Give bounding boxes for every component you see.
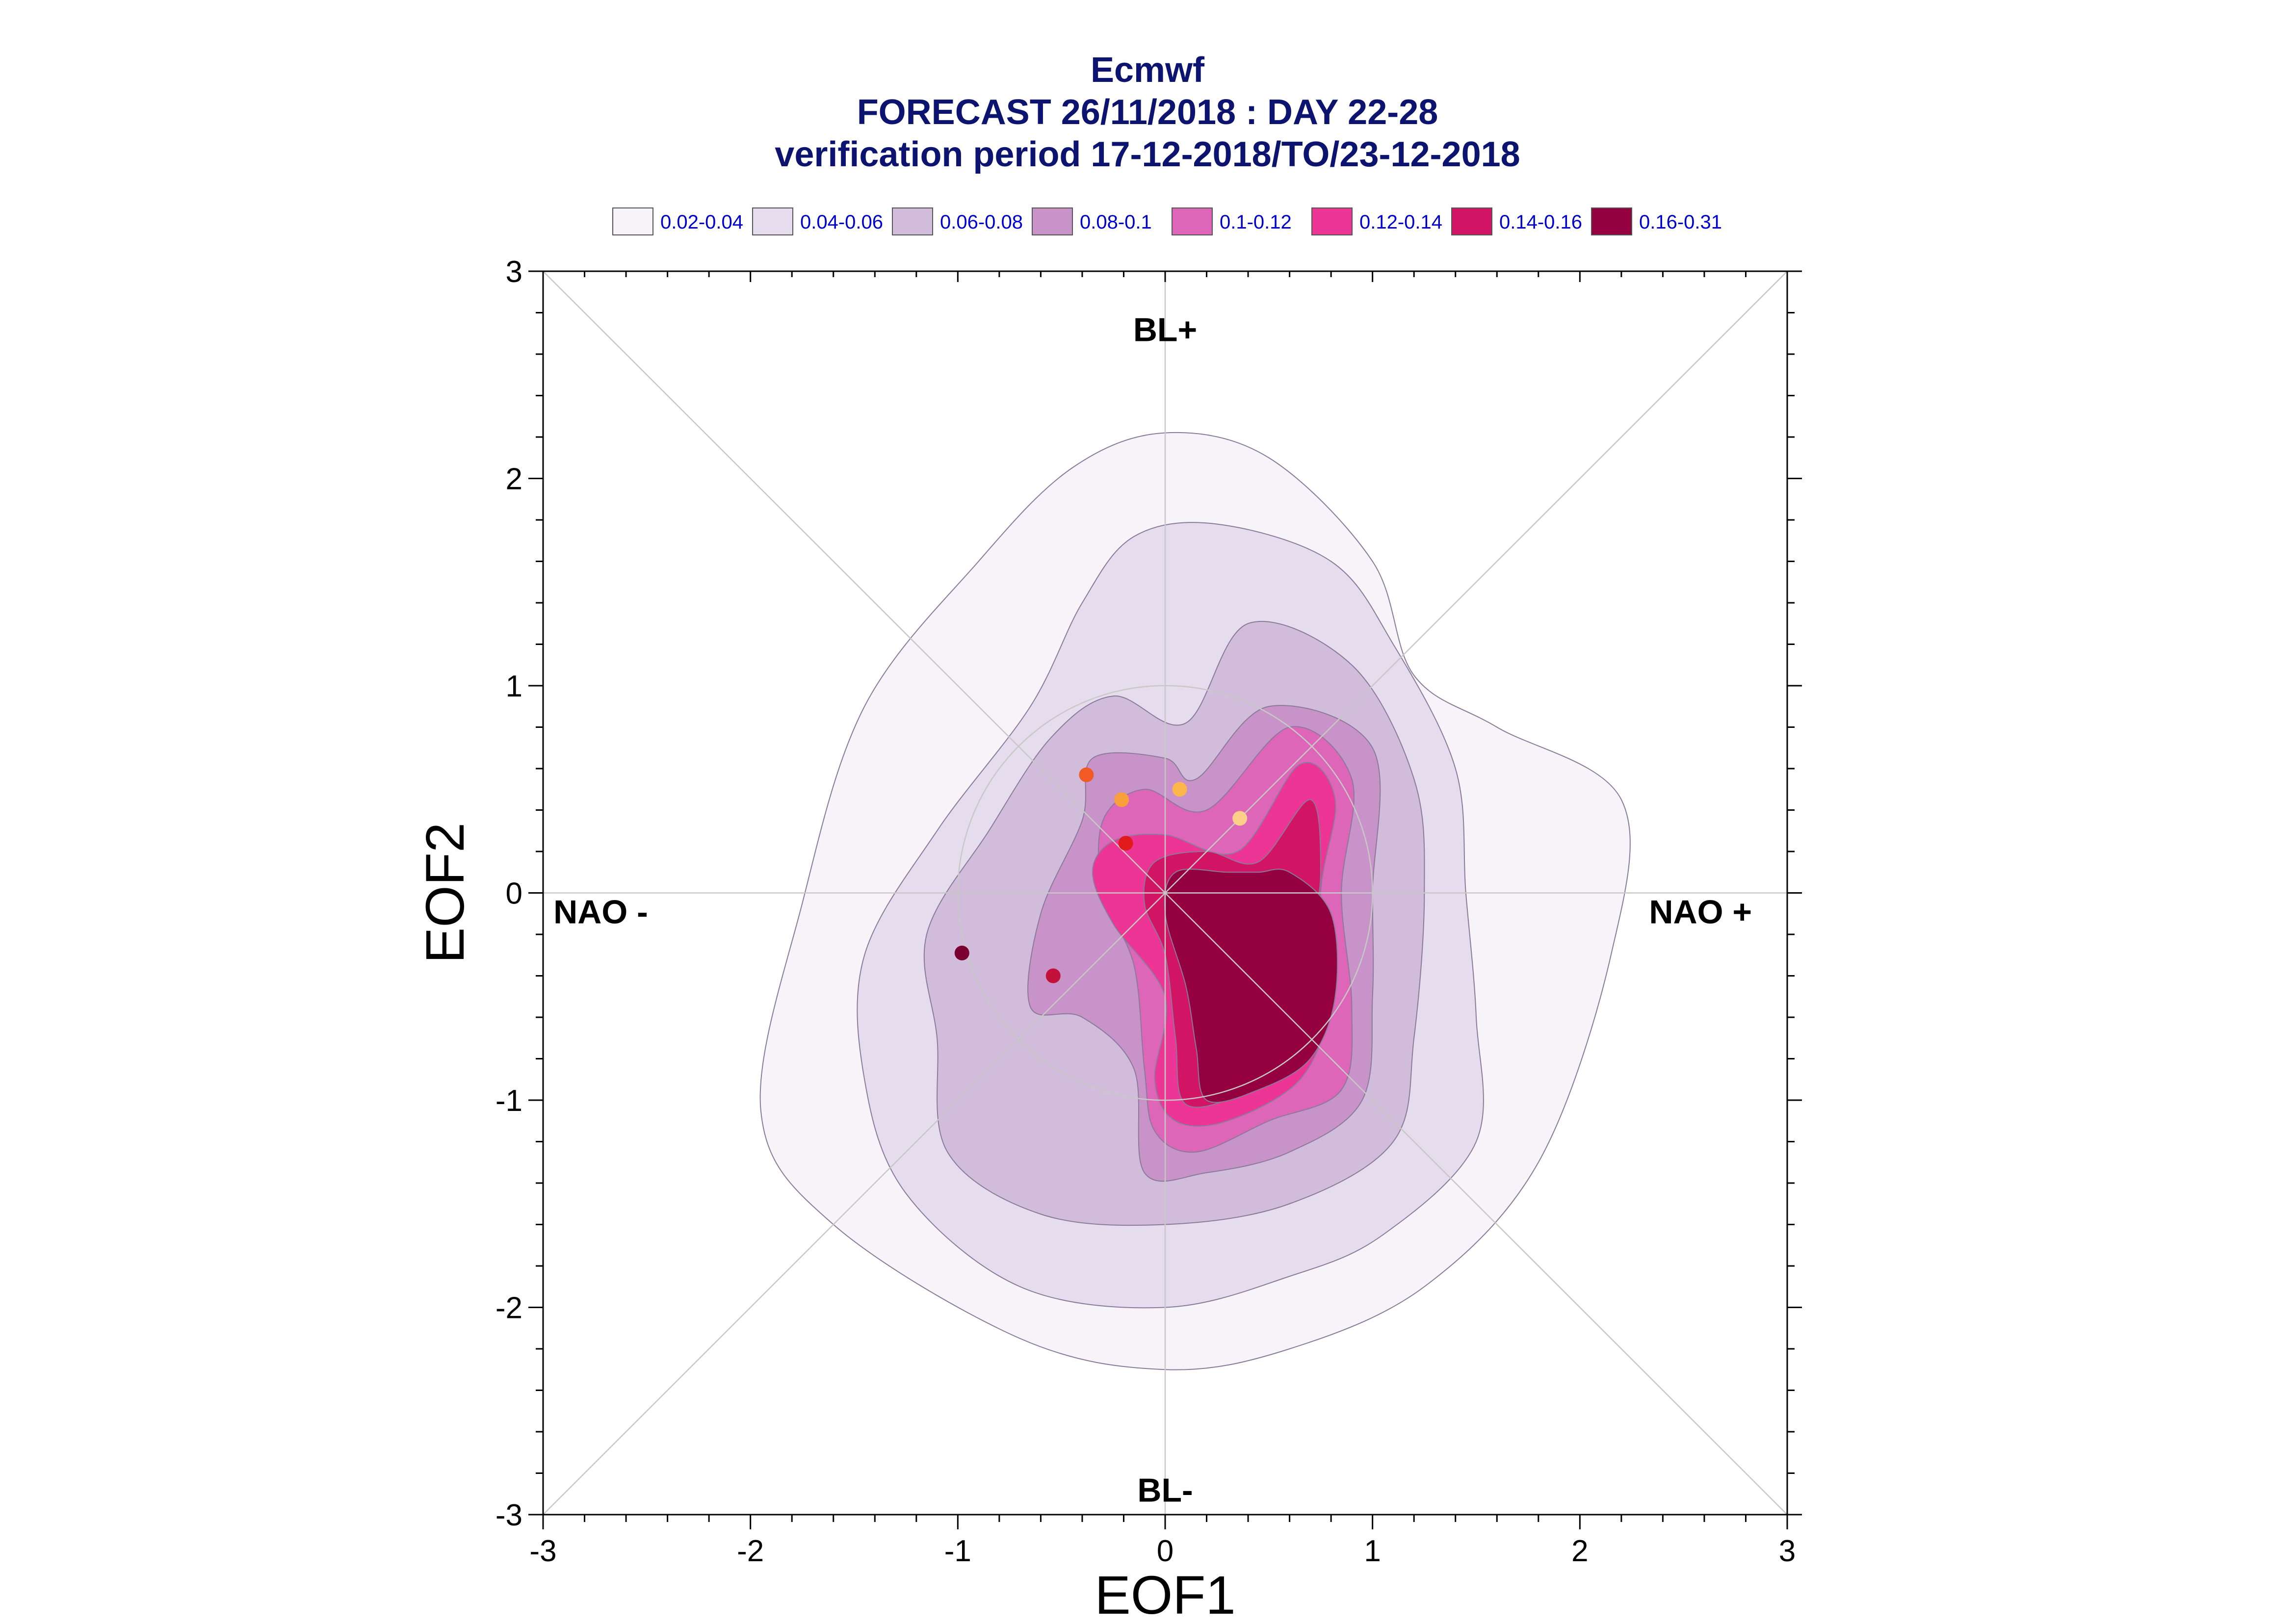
- regime-label-nao-plus: NAO +: [1649, 894, 1752, 931]
- legend-label: 0.06-0.08: [940, 211, 1023, 233]
- title-line-3: verification period 17-12-2018/TO/23-12-…: [775, 135, 1520, 174]
- title-line-1: Ecmwf: [1090, 51, 1205, 90]
- legend-swatch: [1591, 207, 1632, 235]
- legend-swatch: [1032, 207, 1073, 235]
- x-axis-label: EOF1: [1095, 1565, 1235, 1624]
- y-tick-label: 1: [506, 670, 522, 703]
- y-tick-label: -2: [496, 1291, 522, 1325]
- data-point: [1118, 836, 1133, 851]
- legend-swatch: [1451, 207, 1492, 235]
- data-point: [1045, 968, 1061, 983]
- data-point: [1172, 782, 1187, 797]
- legend-swatch: [892, 207, 933, 235]
- legend-label: 0.1-0.12: [1220, 211, 1292, 233]
- legend-swatch: [612, 207, 653, 235]
- y-tick-label: -3: [496, 1498, 522, 1532]
- legend-swatch: [752, 207, 793, 235]
- x-tick-label: 3: [1779, 1534, 1796, 1568]
- y-tick-label: 2: [506, 463, 522, 496]
- x-tick-label: -1: [944, 1534, 971, 1568]
- data-point: [1114, 792, 1129, 807]
- regime-label-bl-plus: BL+: [1133, 311, 1197, 348]
- x-tick-label: 0: [1157, 1534, 1174, 1568]
- y-tick-label: 0: [506, 877, 522, 911]
- data-point: [954, 946, 969, 961]
- y-tick-label: -1: [496, 1084, 522, 1118]
- legend-label: 0.12-0.14: [1359, 211, 1443, 233]
- data-point: [1079, 767, 1094, 782]
- y-axis-label: EOF2: [415, 823, 475, 963]
- legend-swatch: [1311, 207, 1353, 235]
- regime-label-nao-minus: NAO -: [553, 894, 648, 931]
- legend-label: 0.14-0.16: [1499, 211, 1583, 233]
- contour-layers: [759, 432, 1631, 1370]
- legend-label: 0.08-0.1: [1080, 211, 1152, 233]
- axis-ticks: [528, 270, 1802, 1529]
- legend-label: 0.04-0.06: [800, 211, 884, 233]
- legend-label: 0.02-0.04: [660, 211, 744, 233]
- data-point: [1232, 811, 1248, 826]
- unit-circle: [957, 685, 1373, 1101]
- y-tick-label: 3: [506, 255, 522, 289]
- x-tick-label: 1: [1364, 1534, 1381, 1568]
- axis-labels: -3 -2 -1 0 1 2 3 -3 -2 -1 0 1 2 3 EOF1 EOF2 BL+ BL- NAO - N…: [415, 255, 1796, 1624]
- legend-label: 0.16-0.31: [1639, 211, 1722, 233]
- contour-level: [1164, 868, 1338, 1103]
- scatter-points: [954, 767, 1248, 983]
- chart-title: Ecmwf FORECAST 26/11/2018 : DAY 22-28 ve…: [0, 49, 2295, 176]
- x-tick-label: 2: [1571, 1534, 1588, 1568]
- guide-lines: [543, 271, 1788, 1515]
- x-tick-label: -2: [737, 1534, 764, 1568]
- regime-label-bl-minus: BL-: [1137, 1471, 1193, 1509]
- x-tick-label: -3: [529, 1534, 556, 1568]
- title-line-2: FORECAST 26/11/2018 : DAY 22-28: [857, 93, 1438, 132]
- legend-swatch: [1172, 207, 1213, 235]
